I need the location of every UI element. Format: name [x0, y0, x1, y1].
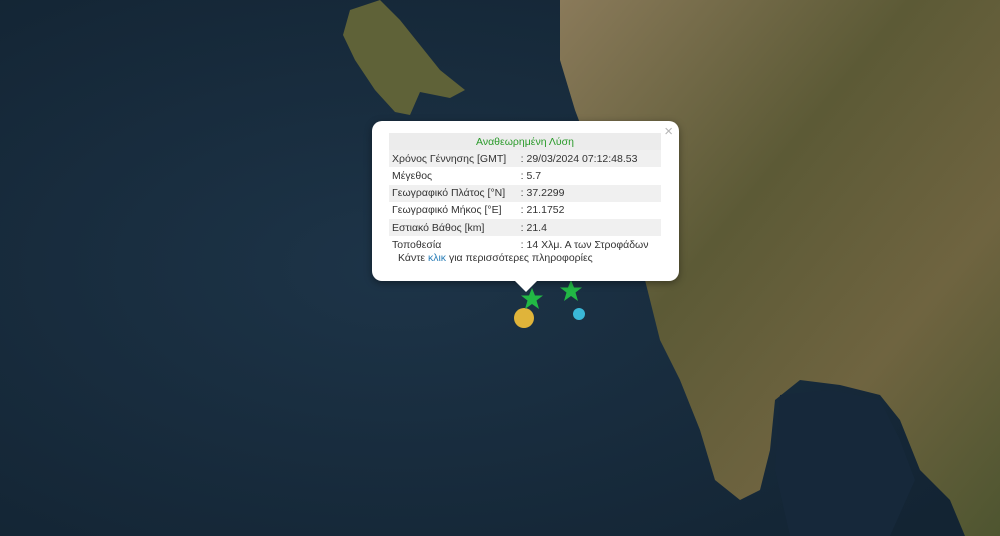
popup-title: Αναθεωρημένη Λύση — [389, 133, 661, 151]
earthquake-marker-yellow[interactable] — [514, 308, 534, 328]
table-row: Τοποθεσία : 14 Χλμ. Α των Στροφάδων — [389, 236, 661, 253]
earthquake-marker-cyan[interactable] — [573, 308, 585, 320]
row-label: Τοποθεσία — [392, 238, 442, 251]
earthquake-star-marker[interactable] — [560, 280, 582, 301]
row-label: Μέγεθος — [392, 169, 433, 182]
earthquake-details-table: Αναθεωρημένη Λύση Χρόνος Γέννησης [GMT]:… — [389, 133, 661, 253]
table-row: Εστιακό Βάθος [km]: 21.4 — [389, 218, 661, 237]
close-icon[interactable]: × — [664, 123, 673, 140]
table-row: Γεωγραφικό Πλάτος [°N]: 37.2299 — [389, 184, 661, 202]
table-row: Χρόνος Γέννησης [GMT]: 29/03/2024 07:12:… — [389, 150, 661, 168]
more-info-link[interactable]: κλικ — [427, 252, 447, 264]
zakynthos-island — [343, 0, 465, 115]
table-row: Γεωγραφικό Μήκος [°E] : 21.1752 — [389, 202, 661, 219]
row-label: Γεωγραφικό Πλάτος [°N] — [389, 184, 518, 202]
row-value: : 21.1752 — [520, 204, 565, 217]
more-prefix: Κάντε — [398, 252, 428, 264]
gulf-water — [775, 390, 915, 536]
more-info-text: Κάντε κλικ για περισσότερες πληροφορίες — [398, 252, 593, 264]
earthquake-star-marker[interactable] — [521, 288, 543, 309]
row-value: : 5.7 — [520, 169, 542, 182]
earthquake-info-popup: × Αναθεωρημένη Λύση Χρόνος Γέννησης [GMT… — [372, 121, 679, 292]
row-label: Χρόνος Γέννησης [GMT] — [389, 150, 518, 168]
table-row: Μέγεθος : 5.7 — [389, 167, 661, 184]
more-suffix: για περισσότερες πληροφορίες — [446, 252, 593, 264]
row-value: : 29/03/2024 07:12:48.53 — [517, 150, 661, 168]
row-value: : 14 Χλμ. Α των Στροφάδων — [520, 238, 649, 251]
row-value: : 37.2299 — [517, 184, 661, 202]
row-label: Γεωγραφικό Μήκος [°E] — [392, 204, 502, 217]
row-label: Εστιακό Βάθος [km] — [389, 218, 518, 237]
row-value: : 21.4 — [517, 218, 661, 237]
